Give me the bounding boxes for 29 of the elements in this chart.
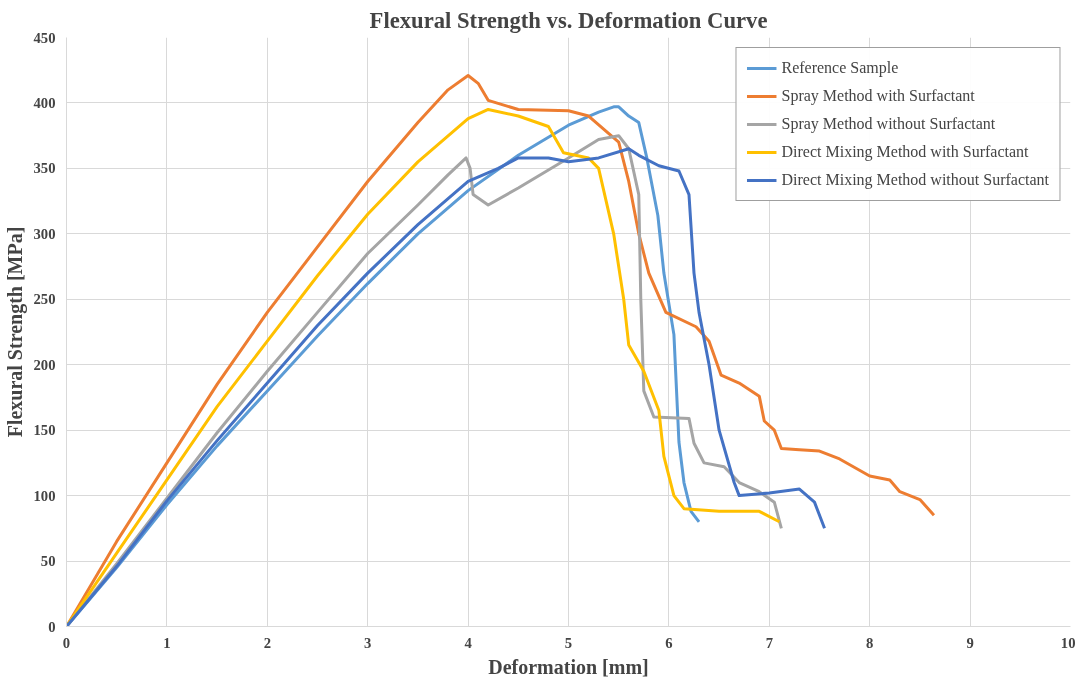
legend-label: Spray Method without Surfactant [781, 115, 996, 133]
x-tick-label: 4 [464, 634, 473, 651]
y-tick-label: 150 [33, 422, 56, 439]
legend-label: Direct Mixing Method with Surfactant [781, 143, 1029, 161]
y-tick-label: 50 [40, 553, 56, 570]
y-tick-label: 100 [33, 487, 56, 504]
x-tick-label: 10 [1060, 634, 1076, 651]
legend-label: Reference Sample [781, 59, 899, 77]
chart-title: Flexural Strength vs. Deformation Curve [369, 7, 768, 33]
y-tick-label: 200 [33, 356, 56, 373]
x-axis-title: Deformation [mm] [488, 655, 649, 678]
x-tick-label: 0 [62, 634, 71, 651]
y-tick-label: 300 [33, 225, 56, 242]
x-tick-label: 3 [364, 634, 372, 651]
y-tick-label: 350 [33, 160, 56, 177]
y-tick-label: 400 [33, 94, 56, 111]
y-tick-label: 250 [33, 291, 56, 308]
x-tick-label: 8 [866, 634, 874, 651]
y-tick-label: 0 [48, 618, 56, 635]
x-tick-label: 7 [765, 634, 773, 651]
x-tick-label: 2 [263, 634, 271, 651]
x-tick-label: 5 [564, 634, 573, 651]
x-tick-label: 1 [163, 634, 171, 651]
x-tick-label: 6 [665, 634, 673, 651]
y-axis-title: Flexural Strength [MPa] [3, 226, 27, 438]
x-tick-label: 9 [966, 634, 974, 651]
legend-label: Direct Mixing Method without Surfactant [781, 171, 1049, 189]
y-tick-label: 450 [33, 29, 56, 46]
legend-label: Spray Method with Surfactant [781, 87, 975, 105]
